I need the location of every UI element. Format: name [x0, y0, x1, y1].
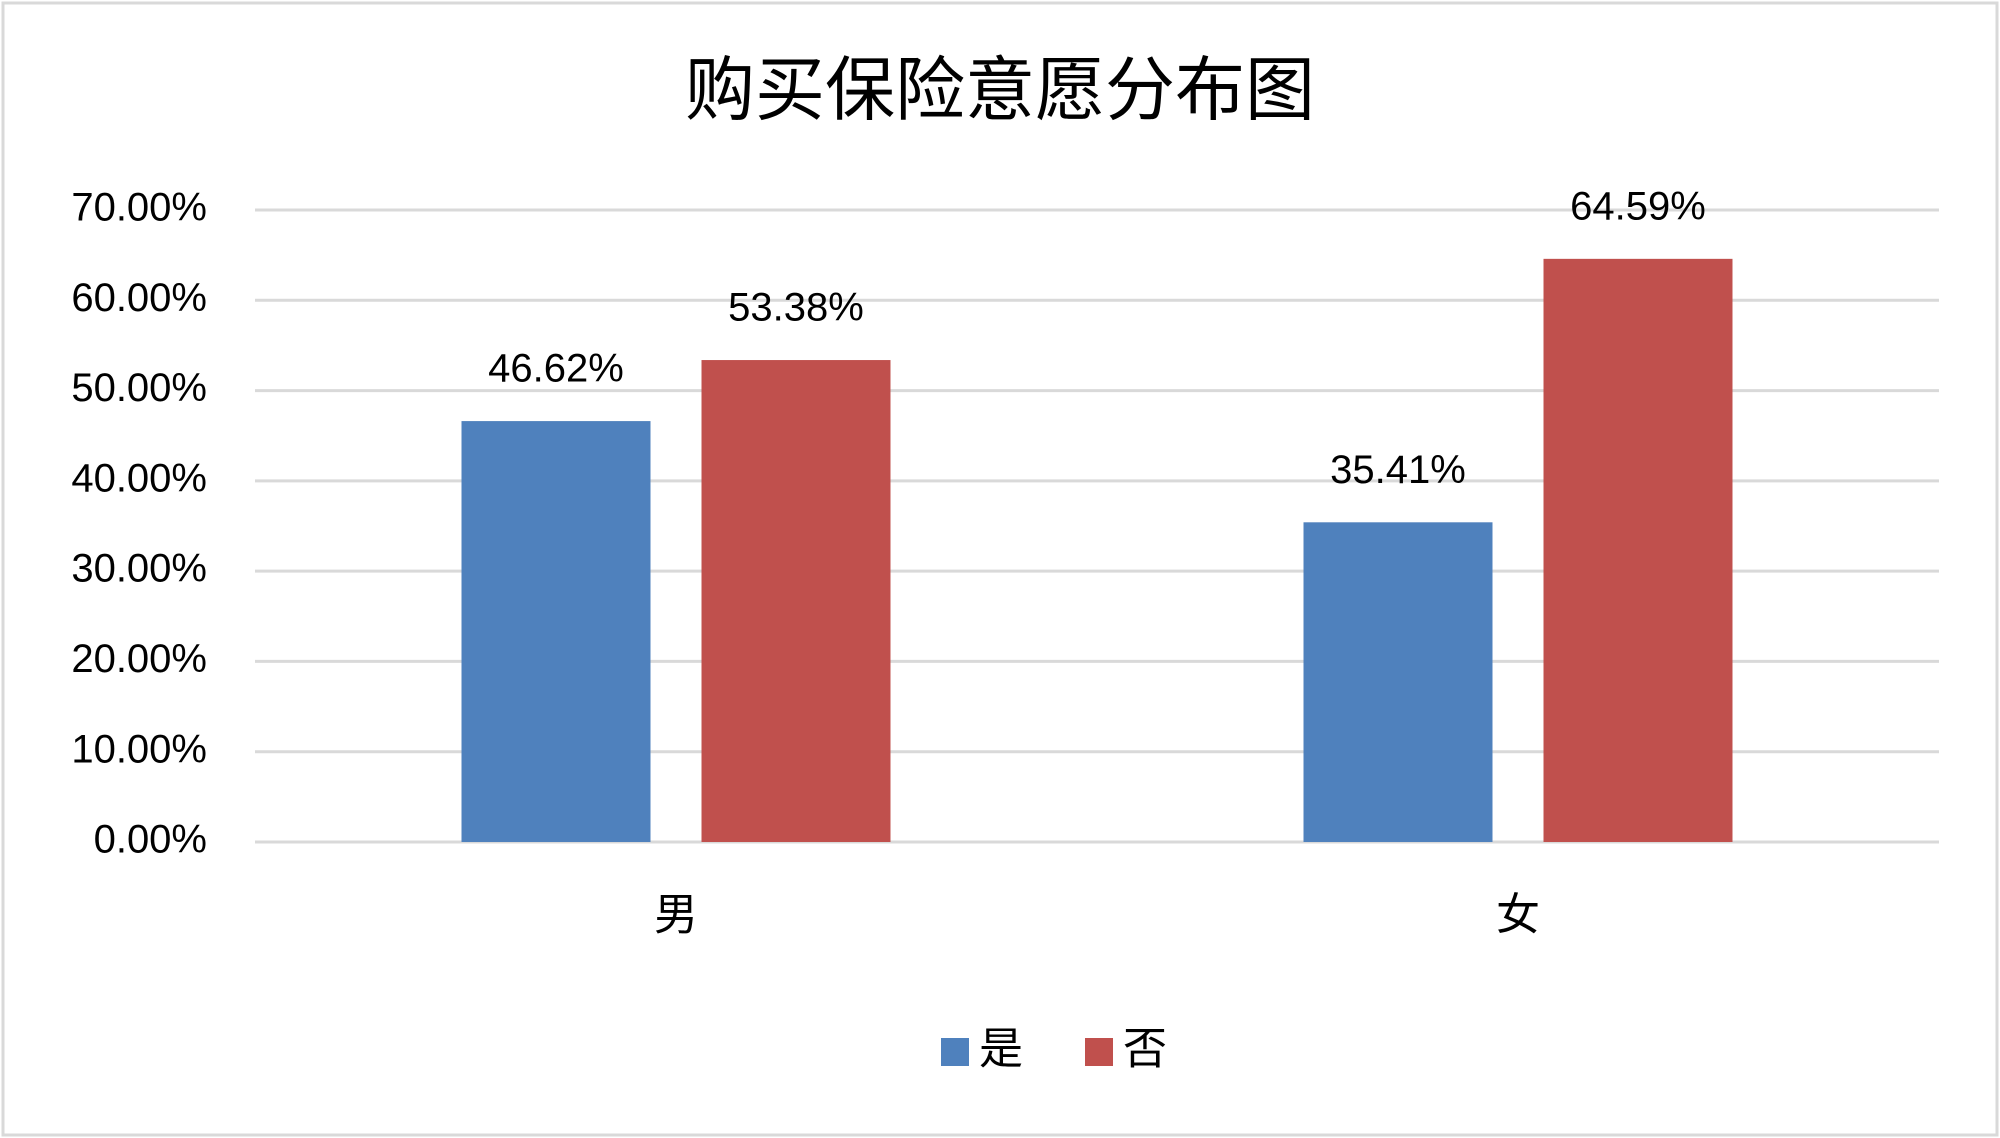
y-tick-label: 10.00%: [71, 727, 207, 771]
legend-swatch: [1085, 1038, 1113, 1066]
bar: [461, 421, 651, 842]
x-tick-label: 女: [1496, 890, 1540, 941]
bar: [701, 360, 891, 842]
data-label: 46.62%: [488, 347, 624, 391]
y-tick-label: 50.00%: [71, 366, 207, 410]
bar: [1303, 522, 1493, 842]
legend-label: 否: [1123, 1024, 1167, 1075]
y-tick-label: 70.00%: [71, 186, 207, 230]
bar: [1543, 258, 1733, 842]
y-tick-label: 20.00%: [71, 637, 207, 681]
chart-title: 购买保险意愿分布图: [685, 49, 1315, 131]
data-label: 35.41%: [1330, 448, 1466, 492]
legend-swatch: [941, 1038, 969, 1066]
y-tick-label: 0.00%: [94, 818, 207, 862]
legend-label: 是: [979, 1024, 1023, 1075]
y-tick-label: 60.00%: [71, 276, 207, 320]
x-tick-label: 男: [654, 890, 698, 941]
y-tick-label: 30.00%: [71, 547, 207, 591]
y-tick-label: 40.00%: [71, 456, 207, 500]
data-label: 64.59%: [1570, 184, 1706, 228]
data-label: 53.38%: [728, 286, 864, 330]
